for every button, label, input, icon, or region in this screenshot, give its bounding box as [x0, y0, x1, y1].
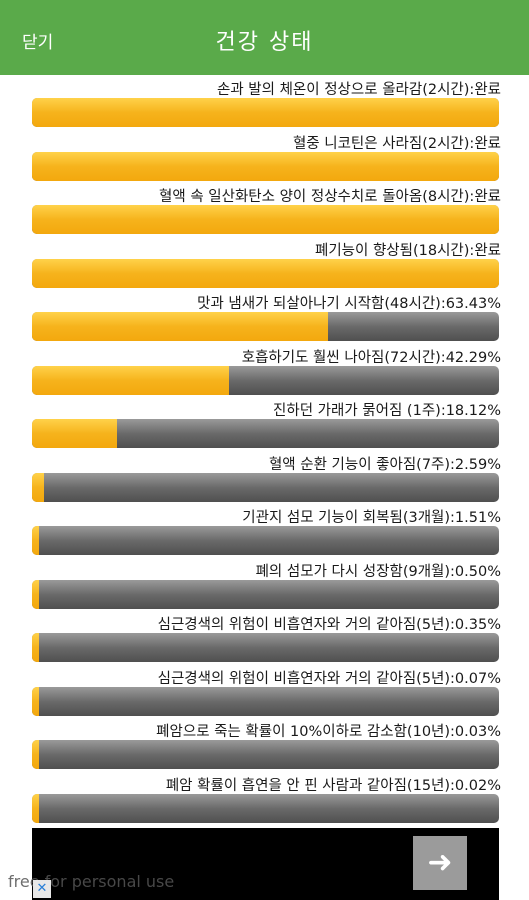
ad-banner[interactable]: ➜: [32, 828, 499, 900]
list-item: 진하던 가래가 묽어짐 (1주):18.12%: [0, 396, 529, 450]
list-item: 혈액 속 일산화탄소 양이 정상수치로 돌아옴(8시간):완료: [0, 182, 529, 236]
item-label: 진하던 가래가 묽어짐 (1주):18.12%: [273, 403, 501, 419]
progress-fill: [32, 258, 499, 288]
item-label: 폐기능이 향상됨(18시간):완료: [315, 242, 501, 259]
progress-bar: [32, 633, 499, 662]
progress-fill: [32, 419, 117, 448]
progress-fill: [32, 205, 499, 234]
progress-fill: [32, 686, 39, 716]
progress-bar: [32, 365, 499, 395]
progress-bar: [32, 793, 499, 823]
list-item: 혈중 니코틴은 사라짐(2시간):완료: [0, 129, 529, 183]
progress-bar: [32, 205, 499, 234]
progress-fill: [32, 740, 39, 769]
list-item: 심근경색의 위험이 비흡연자와 거의 같아짐(5년):0.35%: [0, 610, 529, 664]
progress-bar: [32, 312, 499, 341]
progress-fill: [32, 526, 39, 555]
item-label: 기관지 섬모 기능이 회복됨(3개월):1.51%: [242, 510, 501, 526]
list-item: 심근경색의 위험이 비흡연자와 거의 같아짐(5년):0.07%: [0, 664, 529, 718]
list-item: 폐암 확률이 흡연을 안 핀 사람과 같아짐(15년):0.02%: [0, 771, 529, 825]
page-title: 건강 상태: [215, 30, 314, 55]
close-icon[interactable]: ✕: [33, 880, 51, 898]
progress-bar: [32, 258, 499, 288]
list-item: 폐기능이 향상됨(18시간):완료: [0, 236, 529, 290]
progress-fill: [32, 633, 39, 662]
item-label: 심근경색의 위험이 비흡연자와 거의 같아짐(5년):0.35%: [157, 617, 501, 633]
item-label: 폐의 섬모가 다시 성장함(9개월):0.50%: [255, 563, 501, 580]
arrow-right-icon[interactable]: ➜: [413, 836, 467, 890]
item-label: 심근경색의 위험이 비흡연자와 거의 같아짐(5년):0.07%: [157, 670, 501, 687]
item-label: 맛과 냄새가 되살아나기 시작함(48시간):63.43%: [197, 296, 501, 312]
progress-fill: [32, 365, 230, 395]
list-item: 폐암으로 죽는 확률이 10%이하로 감소함(10년):0.03%: [0, 717, 529, 771]
item-label: 혈액 순환 기능이 좋아짐(7주):2.59%: [268, 456, 501, 473]
item-label: 혈중 니코틴은 사라짐(2시간):완료: [292, 135, 501, 152]
progress-bar: [32, 472, 499, 502]
progress-bar: [32, 686, 499, 716]
progress-fill: [32, 472, 45, 502]
progress-bar: [32, 98, 499, 127]
list-item: 기관지 섬모 기능이 회복됨(3개월):1.51%: [0, 503, 529, 557]
progress-bar: [32, 740, 499, 769]
progress-fill: [32, 793, 39, 823]
progress-bar: [32, 151, 499, 181]
progress-fill: [32, 98, 499, 127]
list-item: 손과 발의 체온이 정상으로 올라감(2시간):완료: [0, 75, 529, 129]
progress-bar: [32, 526, 499, 555]
app-header: 닫기 건강 상태: [0, 0, 529, 75]
list-item: 혈액 순환 기능이 좋아짐(7주):2.59%: [0, 450, 529, 504]
item-label: 손과 발의 체온이 정상으로 올라감(2시간):완료: [217, 82, 501, 98]
item-label: 폐암 확률이 흡연을 안 핀 사람과 같아짐(15년):0.02%: [165, 777, 501, 794]
item-label: 폐암으로 죽는 확률이 10%이하로 감소함(10년):0.03%: [156, 724, 501, 740]
close-button[interactable]: 닫기: [22, 33, 54, 53]
list-item: 호흡하기도 훨씬 나아짐(72시간):42.29%: [0, 343, 529, 397]
progress-fill: [32, 579, 39, 609]
progress-fill: [32, 151, 499, 181]
progress-bar: [32, 579, 499, 609]
progress-fill: [32, 312, 329, 341]
item-label: 혈액 속 일산화탄소 양이 정상수치로 돌아옴(8시간):완료: [159, 189, 501, 205]
item-label: 호흡하기도 훨씬 나아짐(72시간):42.29%: [241, 349, 501, 366]
list-item: 맛과 냄새가 되살아나기 시작함(48시간):63.43%: [0, 289, 529, 343]
list-item: 폐의 섬모가 다시 성장함(9개월):0.50%: [0, 557, 529, 611]
progress-bar: [32, 419, 499, 448]
